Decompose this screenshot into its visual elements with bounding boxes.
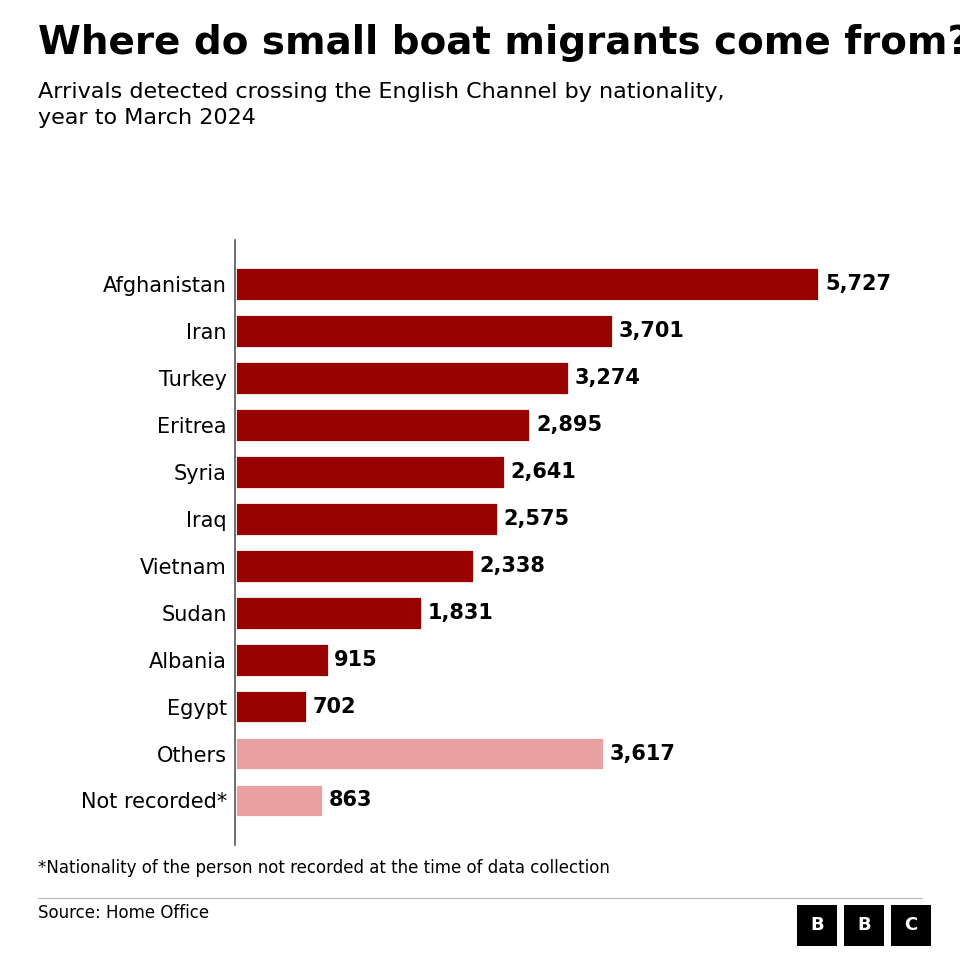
Text: 3,701: 3,701: [618, 322, 684, 342]
Bar: [235, 361, 569, 396]
Text: 1,831: 1,831: [427, 603, 493, 623]
Bar: [235, 689, 307, 724]
Text: 702: 702: [312, 697, 356, 716]
Bar: [235, 549, 473, 583]
Bar: [235, 315, 612, 348]
Bar: [235, 268, 819, 301]
Bar: [235, 736, 604, 770]
Bar: [235, 455, 505, 489]
Bar: [235, 643, 328, 677]
Text: B: B: [810, 917, 824, 934]
Text: 2,641: 2,641: [510, 462, 576, 482]
Text: Arrivals detected crossing the English Channel by nationality,
year to March 202: Arrivals detected crossing the English C…: [38, 82, 725, 128]
Text: C: C: [904, 917, 918, 934]
Bar: [235, 502, 498, 536]
Text: B: B: [857, 917, 871, 934]
Text: 5,727: 5,727: [825, 275, 891, 295]
Text: 2,575: 2,575: [503, 509, 569, 529]
Bar: [235, 783, 324, 817]
Text: Where do small boat migrants come from?: Where do small boat migrants come from?: [38, 24, 960, 62]
Bar: [235, 408, 531, 442]
Text: 863: 863: [329, 790, 372, 810]
Text: 3,617: 3,617: [610, 743, 676, 763]
Text: *Nationality of the person not recorded at the time of data collection: *Nationality of the person not recorded …: [38, 859, 611, 877]
Text: 2,338: 2,338: [479, 556, 545, 576]
Text: Source: Home Office: Source: Home Office: [38, 904, 209, 923]
Bar: [235, 596, 422, 630]
Text: 3,274: 3,274: [575, 369, 640, 388]
Text: 915: 915: [334, 650, 378, 670]
Text: 2,895: 2,895: [536, 415, 602, 435]
